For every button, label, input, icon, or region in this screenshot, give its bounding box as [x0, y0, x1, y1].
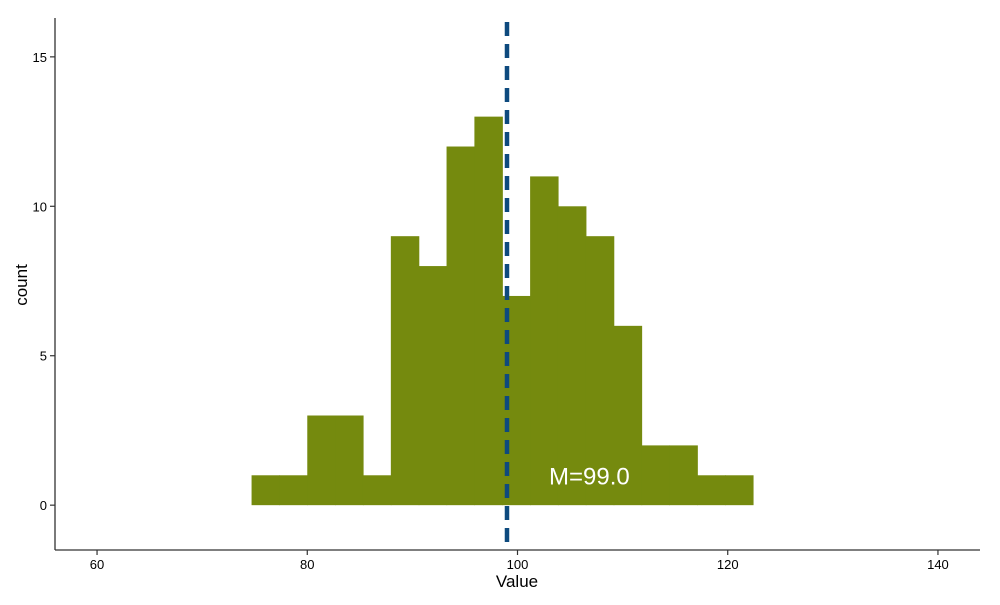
axes-layer: 0 5 10 15 60 80 100 120 140 [33, 18, 980, 572]
histogram-bar [335, 415, 364, 506]
x-tick-label: 60 [90, 557, 104, 572]
histogram-bar [390, 236, 420, 506]
x-tick-label: 120 [717, 557, 739, 572]
y-axis-title: count [12, 264, 31, 306]
y-tick-label: 10 [33, 199, 47, 214]
annotation-label: M=99.0 [549, 463, 630, 490]
histogram-bar [530, 176, 559, 506]
y-tick-label: 0 [40, 498, 47, 513]
histogram-bar [725, 475, 754, 506]
y-tick-label: 15 [33, 50, 47, 65]
histogram-bar [279, 475, 308, 506]
x-tick-label: 80 [300, 557, 314, 572]
bars-layer [251, 116, 754, 506]
histogram-bar [585, 236, 615, 506]
histogram-bar [669, 445, 698, 506]
histogram-bar [641, 445, 670, 506]
histogram-bar [697, 475, 726, 506]
histogram-bar [251, 475, 281, 506]
histogram-bar [362, 475, 392, 506]
histogram-bar [613, 325, 643, 506]
histogram-bar [307, 415, 336, 506]
x-tick-label: 140 [927, 557, 949, 572]
x-axis-title: Value [496, 572, 538, 591]
histogram-bar [418, 266, 448, 506]
y-tick-label: 5 [40, 349, 47, 364]
histogram-bar [557, 206, 587, 506]
histogram-bar [474, 116, 503, 506]
x-tick-label: 100 [507, 557, 529, 572]
histogram-bar [446, 146, 476, 506]
